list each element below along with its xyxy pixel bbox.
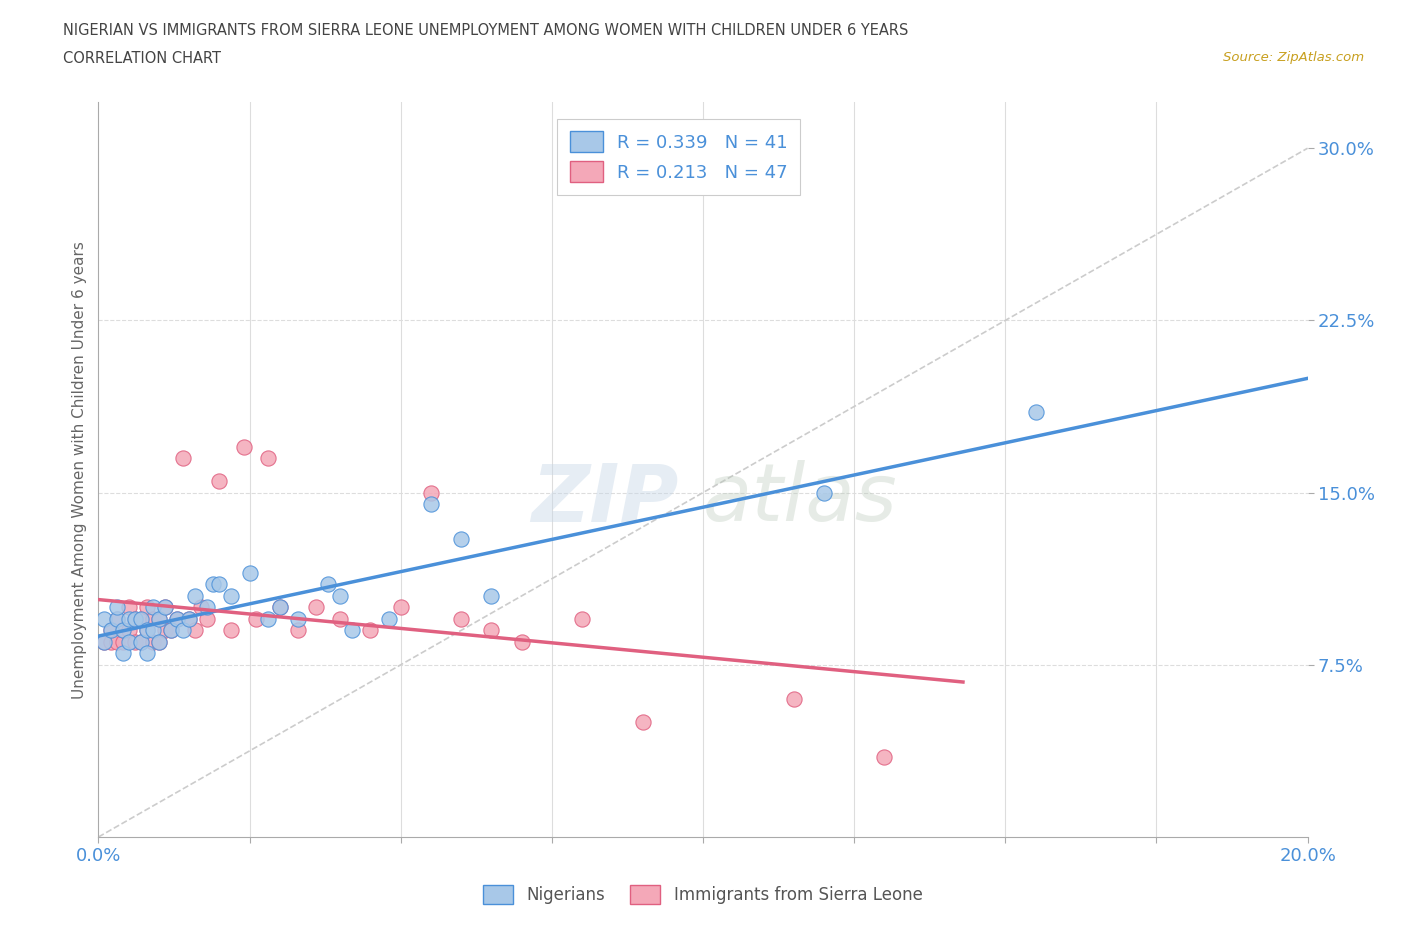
Point	[184, 623, 207, 638]
Text: Source: ZipAtlas.com: Source: ZipAtlas.com	[1223, 51, 1364, 64]
Point	[111, 634, 134, 649]
Point	[179, 611, 201, 626]
Point	[377, 611, 399, 626]
Point	[148, 611, 170, 626]
Point	[256, 451, 278, 466]
Point	[166, 611, 188, 626]
Point	[481, 589, 503, 604]
Point	[142, 634, 165, 649]
Point	[153, 600, 176, 615]
Point	[111, 646, 134, 661]
Point	[105, 611, 128, 626]
Point	[118, 600, 141, 615]
Point	[105, 611, 128, 626]
Point	[239, 565, 262, 580]
Point	[93, 634, 115, 649]
Point	[190, 600, 212, 615]
Point	[153, 600, 176, 615]
Legend: R = 0.339   N = 41, R = 0.213   N = 47: R = 0.339 N = 41, R = 0.213 N = 47	[557, 119, 800, 194]
Point	[148, 634, 170, 649]
Point	[813, 485, 835, 500]
Text: atlas: atlas	[703, 460, 898, 538]
Point	[124, 611, 146, 626]
Point	[631, 715, 654, 730]
Point	[389, 600, 412, 615]
Point	[256, 611, 278, 626]
Text: CORRELATION CHART: CORRELATION CHART	[63, 51, 221, 66]
Point	[100, 634, 122, 649]
Point	[129, 611, 152, 626]
Point	[142, 611, 165, 626]
Point	[208, 577, 231, 591]
Point	[129, 634, 152, 649]
Point	[111, 623, 134, 638]
Point	[305, 600, 328, 615]
Point	[100, 623, 122, 638]
Point	[93, 634, 115, 649]
Text: NIGERIAN VS IMMIGRANTS FROM SIERRA LEONE UNEMPLOYMENT AMONG WOMEN WITH CHILDREN : NIGERIAN VS IMMIGRANTS FROM SIERRA LEONE…	[63, 23, 908, 38]
Point	[245, 611, 267, 626]
Point	[160, 623, 183, 638]
Legend: Nigerians, Immigrants from Sierra Leone: Nigerians, Immigrants from Sierra Leone	[475, 876, 931, 912]
Point	[221, 623, 243, 638]
Point	[142, 623, 165, 638]
Point	[873, 750, 896, 764]
Point	[129, 634, 152, 649]
Point	[783, 692, 806, 707]
Point	[202, 577, 225, 591]
Point	[118, 634, 141, 649]
Point	[287, 623, 309, 638]
Point	[195, 611, 218, 626]
Point	[118, 611, 141, 626]
Point	[124, 611, 146, 626]
Point	[329, 589, 352, 604]
Point	[208, 473, 231, 488]
Point	[148, 611, 170, 626]
Point	[142, 600, 165, 615]
Point	[129, 611, 152, 626]
Point	[360, 623, 382, 638]
Point	[166, 611, 188, 626]
Point	[100, 623, 122, 638]
Point	[420, 497, 443, 512]
Point	[195, 600, 218, 615]
Point	[342, 623, 364, 638]
Point	[172, 623, 194, 638]
Text: ZIP: ZIP	[531, 460, 679, 538]
Point	[135, 646, 157, 661]
Point	[105, 634, 128, 649]
Point	[450, 531, 472, 546]
Point	[329, 611, 352, 626]
Point	[571, 611, 593, 626]
Point	[135, 623, 157, 638]
Point	[184, 589, 207, 604]
Point	[172, 451, 194, 466]
Point	[232, 439, 254, 454]
Point	[1024, 405, 1046, 419]
Point	[118, 623, 141, 638]
Point	[269, 600, 291, 615]
Point	[450, 611, 472, 626]
Point	[111, 623, 134, 638]
Point	[160, 623, 183, 638]
Point	[153, 623, 176, 638]
Point	[221, 589, 243, 604]
Point	[481, 623, 503, 638]
Point	[420, 485, 443, 500]
Point	[124, 634, 146, 649]
Point	[135, 623, 157, 638]
Point	[287, 611, 309, 626]
Y-axis label: Unemployment Among Women with Children Under 6 years: Unemployment Among Women with Children U…	[72, 241, 87, 698]
Point	[179, 611, 201, 626]
Point	[93, 611, 115, 626]
Point	[316, 577, 339, 591]
Point	[105, 600, 128, 615]
Point	[510, 634, 533, 649]
Point	[269, 600, 291, 615]
Point	[135, 600, 157, 615]
Point	[148, 634, 170, 649]
